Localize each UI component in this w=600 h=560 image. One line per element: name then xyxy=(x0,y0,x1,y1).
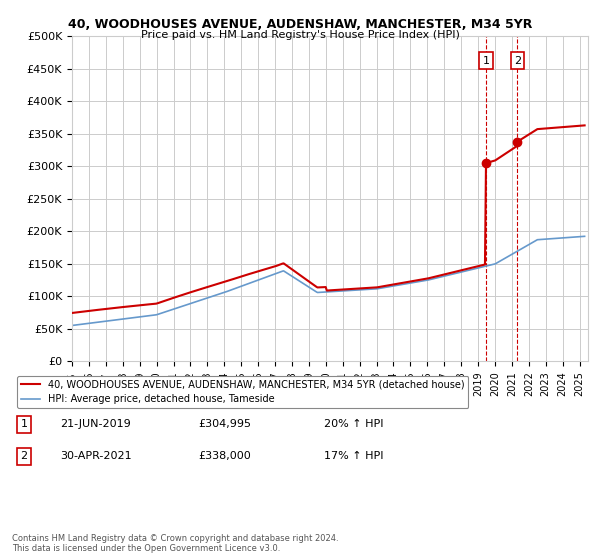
Text: 40, WOODHOUSES AVENUE, AUDENSHAW, MANCHESTER, M34 5YR: 40, WOODHOUSES AVENUE, AUDENSHAW, MANCHE… xyxy=(68,18,532,31)
Text: 2: 2 xyxy=(514,56,521,66)
Text: 2: 2 xyxy=(20,451,28,461)
Text: Contains HM Land Registry data © Crown copyright and database right 2024.
This d: Contains HM Land Registry data © Crown c… xyxy=(12,534,338,553)
Text: 1: 1 xyxy=(20,419,28,430)
Text: 17% ↑ HPI: 17% ↑ HPI xyxy=(324,451,383,461)
Text: £338,000: £338,000 xyxy=(198,451,251,461)
Text: Price paid vs. HM Land Registry's House Price Index (HPI): Price paid vs. HM Land Registry's House … xyxy=(140,30,460,40)
Text: 1: 1 xyxy=(482,56,490,66)
Text: 20% ↑ HPI: 20% ↑ HPI xyxy=(324,419,383,430)
Text: £304,995: £304,995 xyxy=(198,419,251,430)
Text: 21-JUN-2019: 21-JUN-2019 xyxy=(60,419,131,430)
Legend: 40, WOODHOUSES AVENUE, AUDENSHAW, MANCHESTER, M34 5YR (detached house), HPI: Ave: 40, WOODHOUSES AVENUE, AUDENSHAW, MANCHE… xyxy=(17,376,469,408)
Text: 30-APR-2021: 30-APR-2021 xyxy=(60,451,131,461)
